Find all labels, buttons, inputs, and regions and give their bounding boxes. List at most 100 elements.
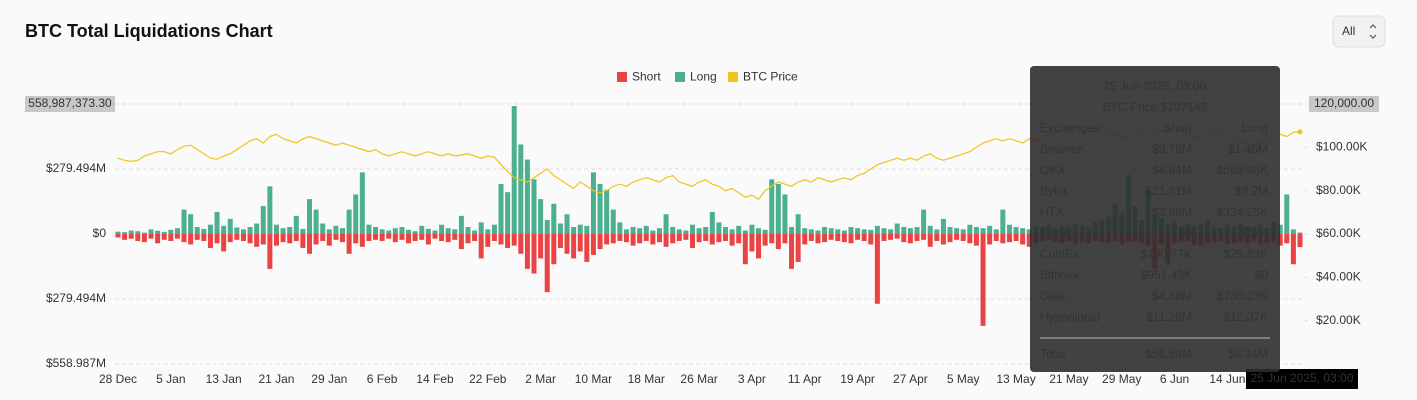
long-bar [947,227,953,234]
legend-swatch [617,72,627,82]
short-bar [861,234,867,241]
short-bar [181,234,187,243]
long-bar [848,227,854,234]
tooltip-cell: $0 [1255,268,1269,282]
y-tick-label: $279.494M [46,291,106,305]
short-bar [280,234,286,243]
short-bar [610,234,616,244]
short-bar [894,234,900,239]
long-bar [907,228,913,234]
long-bar [927,225,933,234]
x-tick-label: 5 May [947,372,980,386]
long-bar [557,223,563,234]
short-bar [214,234,220,244]
x-tick-label: 29 May [1102,372,1141,386]
long-bar [306,199,312,234]
long-bar [551,203,557,234]
short-bar [749,234,755,252]
x-tick-label: 5 Jan [156,372,185,386]
x-tick-label: 29 Jan [311,372,347,386]
y2-tick-label: $80.00K [1316,183,1361,197]
short-bar [340,234,346,243]
long-bar [855,228,861,234]
long-bar [478,222,484,234]
long-bar [881,228,887,234]
short-bar [511,234,517,246]
crosshair-date-box [1246,369,1358,389]
short-bar [822,234,828,243]
long-bar [181,209,187,234]
long-bar [696,228,702,234]
long-bar [201,228,207,234]
range-selector[interactable] [1332,15,1386,48]
short-bar [379,234,385,241]
long-bar [815,230,821,234]
chart-title: BTC Total Liquidations Chart [25,21,273,41]
price-marker [1297,129,1303,135]
long-bar [538,199,544,234]
short-bar [564,234,570,254]
long-bar [1297,232,1303,234]
short-bar [346,234,352,254]
long-bar [656,228,662,234]
short-bar [478,234,484,259]
long-bar [544,220,550,234]
short-bar [491,234,497,241]
short-bar [584,234,590,262]
long-bar [1020,228,1026,234]
short-bar [148,234,154,239]
short-bar [306,234,312,254]
long-bar [524,159,530,234]
long-bar [782,194,788,234]
short-bar [273,234,279,246]
short-bar [1000,234,1006,244]
long-bar [670,227,676,234]
short-bar [373,234,379,240]
short-bar [267,234,273,269]
long-bar [934,229,940,234]
short-bar [808,234,814,241]
y-tick-label: $558.987M [46,356,106,370]
legend-label: Short [632,70,661,84]
tooltip-box [1030,66,1280,372]
long-bar [1013,227,1019,234]
long-bar [207,224,213,234]
long-bar [465,227,471,234]
x-tick-label: 28 Dec [99,372,137,386]
short-bar [419,234,425,240]
short-bar [320,234,326,241]
short-bar [207,234,213,248]
short-bar [406,234,412,244]
crosshair-label-box [25,96,115,112]
dropdown-icon [1369,24,1377,39]
short-bar [927,234,933,247]
x-tick-label: 10 Mar [575,372,612,386]
tooltip-cell: CoinEx [1040,247,1079,261]
long-bar [373,227,379,234]
tooltip-cell: $568.66K [1217,163,1268,177]
short-bar [756,234,762,259]
long-bar [749,224,755,234]
long-bar [973,227,979,234]
long-bar [584,225,590,234]
short-bar [1026,234,1032,247]
long-bar [122,232,128,234]
short-bar [234,234,240,240]
short-bar [518,234,524,254]
long-bar [723,227,729,234]
short-bar [623,234,629,243]
long-bar [234,227,240,234]
long-bar [914,227,920,234]
long-bar [452,229,458,234]
tooltip-cell: Exchanges [1040,121,1099,135]
short-bar [439,234,445,241]
short-bar [194,234,200,240]
long-bar [729,229,735,234]
long-bar [590,172,596,234]
short-bar [1284,234,1290,244]
long-bar [1006,224,1012,234]
y2-tick-label: $100.00K [1316,140,1367,154]
tooltip-cell: Total [1040,347,1065,361]
x-tick-label: 26 Mar [680,372,717,386]
long-bar [392,228,398,234]
